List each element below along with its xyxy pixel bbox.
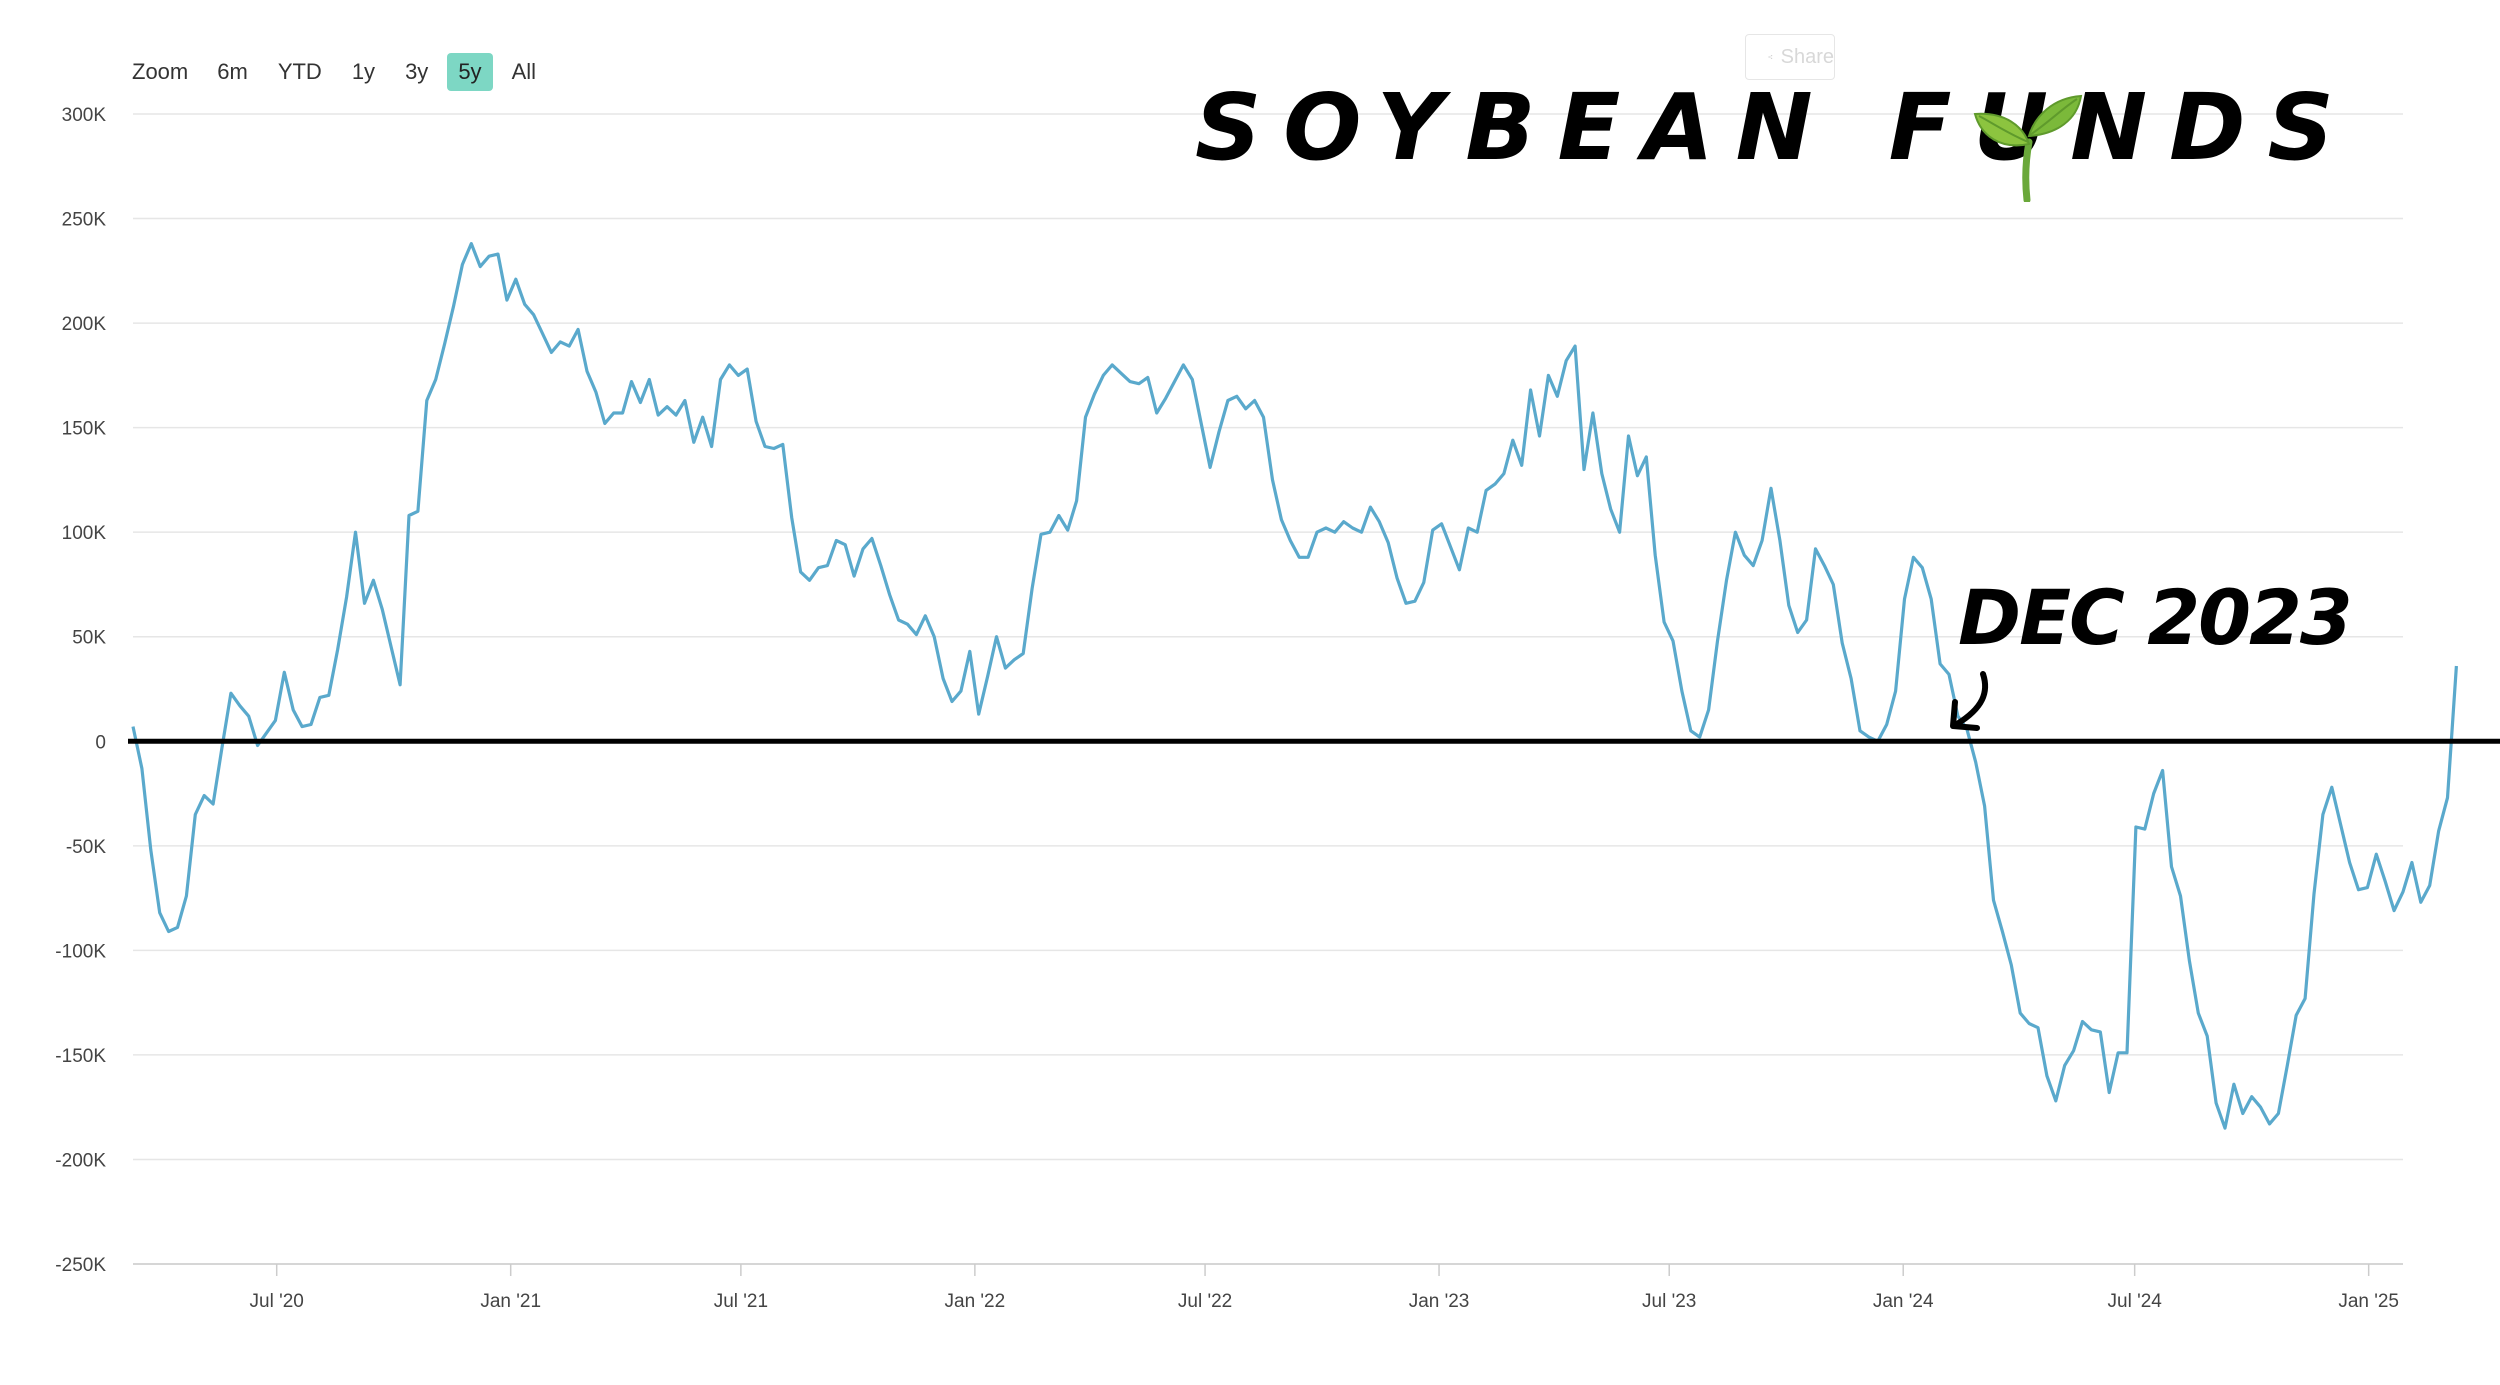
x-tick-label: Jul '20 [250,1291,304,1312]
y-tick-label: -200K [55,1150,106,1171]
zoom-all-button[interactable]: All [511,59,537,84]
x-tick-label: Jan '23 [1409,1291,1470,1312]
zoom-bar: Zoom 6m YTD 1y 3y 5y All [132,52,555,92]
grid [133,113,2403,1265]
sprout-icon [1973,94,2083,202]
y-tick-label: -100K [55,941,106,962]
chart-title: SOYBEAN FUNDS [1195,74,2356,181]
y-tick-label: 150K [62,419,107,440]
x-tick-label: Jul '21 [714,1291,768,1312]
x-tick-label: Jan '25 [2338,1291,2399,1312]
annotation-label: DEC 2023 [1958,573,2353,662]
share-label: Share [1780,45,1834,68]
zoom-5y-button[interactable]: 5y [447,53,493,91]
zoom-ytd-button[interactable]: YTD [277,59,322,84]
x-tick-label: Jul '23 [1642,1291,1696,1312]
share-icon [1768,54,1773,60]
y-tick-label: 0 [95,732,106,753]
y-tick-label: 50K [72,628,106,649]
x-axis: Jul '20 Jan '21 Jul '21 Jan '22 Jul '22 Jan '… [133,1263,2403,1312]
y-tick-label: 200K [62,314,107,335]
zoom-3y-button[interactable]: 3y [405,59,429,84]
x-tick-label: Jan '21 [480,1291,541,1312]
y-axis: 300K 250K 200K 150K 100K 50K 0 -50K -100K -150K -2… [55,105,106,1276]
x-tick-label: Jan '22 [945,1291,1006,1312]
y-tick-label: 250K [62,210,107,231]
curved-arrow-icon [1950,671,1989,731]
series-line [131,242,2458,1130]
x-tick-label: Jan '24 [1873,1291,1934,1312]
zoom-6m-button[interactable]: 6m [217,59,248,84]
share-button[interactable]: Share [1745,34,1835,80]
x-tick-label: Jul '24 [2108,1291,2163,1312]
y-tick-label: 300K [62,105,107,126]
y-tick-label: -250K [55,1255,106,1276]
x-tick-label: Jul '22 [1178,1291,1232,1312]
y-tick-label: -50K [66,837,106,858]
y-tick-label: 100K [62,523,107,544]
y-tick-label: -150K [55,1046,106,1067]
zoom-label: Zoom [132,59,189,84]
zoom-1y-button[interactable]: 1y [351,59,376,84]
